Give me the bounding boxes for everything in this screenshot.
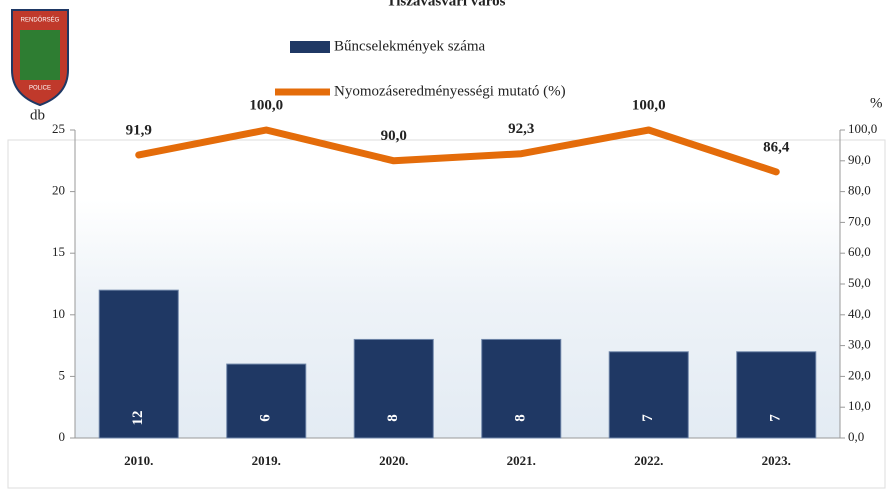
y-tick-label: 25 bbox=[52, 121, 65, 136]
y2-tick-label: 80,0 bbox=[848, 183, 871, 198]
x-tick-label: 2019. bbox=[252, 453, 281, 468]
logo: RENDŐRSÉG POLICE bbox=[12, 10, 68, 105]
background-image bbox=[75, 200, 840, 438]
x-tick-label: 2022. bbox=[634, 453, 663, 468]
line-value-label: 100,0 bbox=[249, 97, 283, 113]
logo-field bbox=[20, 30, 60, 80]
x-tick-label: 2021. bbox=[507, 453, 536, 468]
y-tick-label: 15 bbox=[52, 244, 65, 259]
y-tick-label: 20 bbox=[52, 183, 65, 198]
bar bbox=[737, 352, 816, 438]
y2-tick-label: 90,0 bbox=[848, 152, 871, 167]
chart-title: Tiszavasvári város bbox=[386, 0, 505, 9]
bar-value-label: 12 bbox=[130, 411, 146, 426]
bar-value-label: 7 bbox=[640, 414, 656, 422]
bar bbox=[227, 364, 306, 438]
x-tick-label: 2020. bbox=[379, 453, 408, 468]
y-axis-label: db bbox=[30, 107, 45, 123]
line-value-label: 100,0 bbox=[632, 97, 666, 113]
y2-axis-label: % bbox=[870, 95, 883, 111]
line-value-label: 92,3 bbox=[508, 121, 534, 137]
x-tick-label: 2010. bbox=[124, 453, 153, 468]
y2-tick-label: 40,0 bbox=[848, 306, 871, 321]
logo-text: RENDŐRSÉG bbox=[21, 17, 60, 24]
y2-tick-label: 20,0 bbox=[848, 367, 871, 382]
y-tick-label: 5 bbox=[59, 367, 66, 382]
bar bbox=[609, 352, 688, 438]
bar-value-label: 7 bbox=[768, 414, 784, 422]
line-value-label: 86,4 bbox=[763, 139, 790, 155]
x-tick-label: 2023. bbox=[762, 453, 791, 468]
y-tick-label: 0 bbox=[59, 429, 66, 444]
y2-tick-label: 10,0 bbox=[848, 398, 871, 413]
y2-tick-label: 70,0 bbox=[848, 213, 871, 228]
bar bbox=[354, 339, 433, 438]
y2-tick-label: 0,0 bbox=[848, 429, 864, 444]
line-value-label: 90,0 bbox=[381, 128, 407, 144]
bar-value-label: 8 bbox=[513, 414, 529, 422]
y2-tick-label: 50,0 bbox=[848, 275, 871, 290]
bar bbox=[482, 339, 561, 438]
legend-label: Nyomozáseredményességi mutató (%) bbox=[334, 83, 566, 99]
chart: RENDŐRSÉG POLICE Tiszavasvári város db %… bbox=[0, 0, 893, 493]
legend-label: Bűncselekmények száma bbox=[334, 38, 486, 54]
line-value-label: 91,9 bbox=[126, 122, 152, 138]
bar-value-label: 8 bbox=[385, 414, 401, 422]
y2-tick-label: 60,0 bbox=[848, 244, 871, 259]
y2-tick-label: 100,0 bbox=[848, 121, 877, 136]
y2-tick-label: 30,0 bbox=[848, 337, 871, 352]
y-tick-label: 10 bbox=[52, 306, 65, 321]
logo-text: POLICE bbox=[29, 86, 51, 92]
legend-swatch bbox=[290, 41, 330, 53]
bar-value-label: 6 bbox=[258, 414, 274, 422]
